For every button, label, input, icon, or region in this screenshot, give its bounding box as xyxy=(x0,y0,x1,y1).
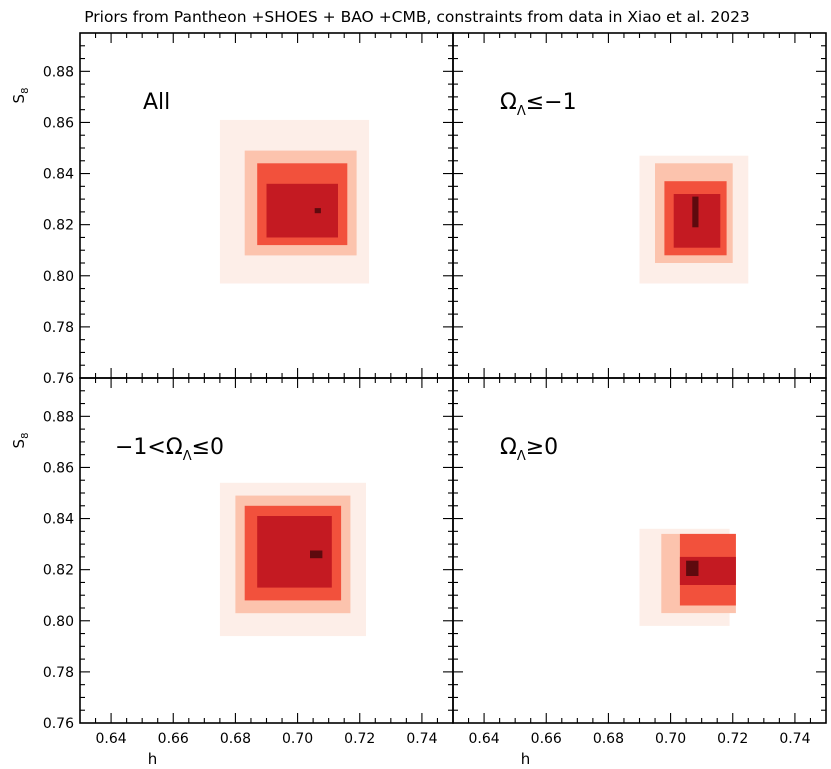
y-tick-label: 0.78 xyxy=(43,665,74,681)
density-region-level-4 xyxy=(310,550,323,559)
panel-3: 0.76 0.78 0.80 0.82 0.84 0.86 0.88 S8 0.64 0.66 0.… xyxy=(10,377,454,768)
x-tick-label: 0.74 xyxy=(779,731,810,747)
y-tick-label: 0.86 xyxy=(43,460,74,476)
density-region-level-4 xyxy=(314,208,321,214)
panel-label-suffix: ≥0 xyxy=(526,435,558,460)
y-tick-label: 0.76 xyxy=(43,371,74,387)
y-tick-label: 0.84 xyxy=(43,167,74,183)
panel-label-subscript: Λ xyxy=(517,449,526,464)
y-axis-label: S8 xyxy=(10,88,31,104)
x-tick-label: 0.68 xyxy=(593,731,624,747)
y-axis-label: S8 xyxy=(10,433,31,449)
panel-2: ΩΛ≤−1 xyxy=(452,32,827,379)
x-tick-label: 0.68 xyxy=(220,731,251,747)
panel-4: 0.64 0.66 0.68 0.70 0.72 0.74 h ΩΛ≥0 xyxy=(452,377,827,768)
panel-label: ΩΛ≥0 xyxy=(500,435,558,464)
y-axis-label-subscript: 8 xyxy=(20,433,31,439)
y-tick-label: 0.78 xyxy=(43,320,74,336)
y-tick-label: 0.84 xyxy=(43,512,74,528)
x-tick-label: 0.72 xyxy=(717,731,748,747)
x-tick-label: 0.66 xyxy=(158,731,189,747)
x-tick-label: 0.70 xyxy=(655,731,686,747)
x-tick-label: 0.66 xyxy=(531,731,562,747)
panel-label: All xyxy=(143,90,170,115)
density-region-level-4 xyxy=(686,560,699,576)
density-region-level-4 xyxy=(692,196,699,228)
panel-label: ΩΛ≤−1 xyxy=(500,90,577,119)
x-axis-label: h xyxy=(148,750,158,768)
y-tick-label: 0.88 xyxy=(43,409,74,425)
figure-title: Priors from Pantheon +SHOES + BAO +CMB, … xyxy=(84,8,750,26)
y-tick-label: 0.82 xyxy=(43,218,74,234)
y-tick-label: 0.88 xyxy=(43,64,74,80)
panel-label-subscript: Λ xyxy=(517,104,526,119)
density-region-level-3 xyxy=(266,183,338,238)
x-tick-label: 0.72 xyxy=(344,731,375,747)
x-tick-label: 0.74 xyxy=(406,731,437,747)
x-tick-label: 0.64 xyxy=(95,731,126,747)
y-tick-label: 0.86 xyxy=(43,115,74,131)
y-tick-label: 0.76 xyxy=(43,716,74,732)
y-tick-label: 0.82 xyxy=(43,563,74,579)
x-tick-label: 0.64 xyxy=(468,731,499,747)
x-tick-label: 0.70 xyxy=(282,731,313,747)
panel-label-subscript: Λ xyxy=(183,449,192,464)
y-tick-label: 0.80 xyxy=(43,269,74,285)
y-axis-label-subscript: 8 xyxy=(20,88,31,94)
panel-label-suffix: ≤0 xyxy=(192,435,224,460)
panel-1: 0.76 0.78 0.80 0.82 0.84 0.86 0.88 S8 All xyxy=(10,32,454,387)
y-tick-label: 0.80 xyxy=(43,614,74,630)
panel-label: −1<ΩΛ≤0 xyxy=(115,435,224,464)
panel-label-suffix: ≤−1 xyxy=(526,90,577,115)
x-axis-label: h xyxy=(521,750,531,768)
panel-grid: 0.76 0.78 0.80 0.82 0.84 0.86 0.88 S8 All ΩΛ≤−1 0.… xyxy=(10,32,827,768)
